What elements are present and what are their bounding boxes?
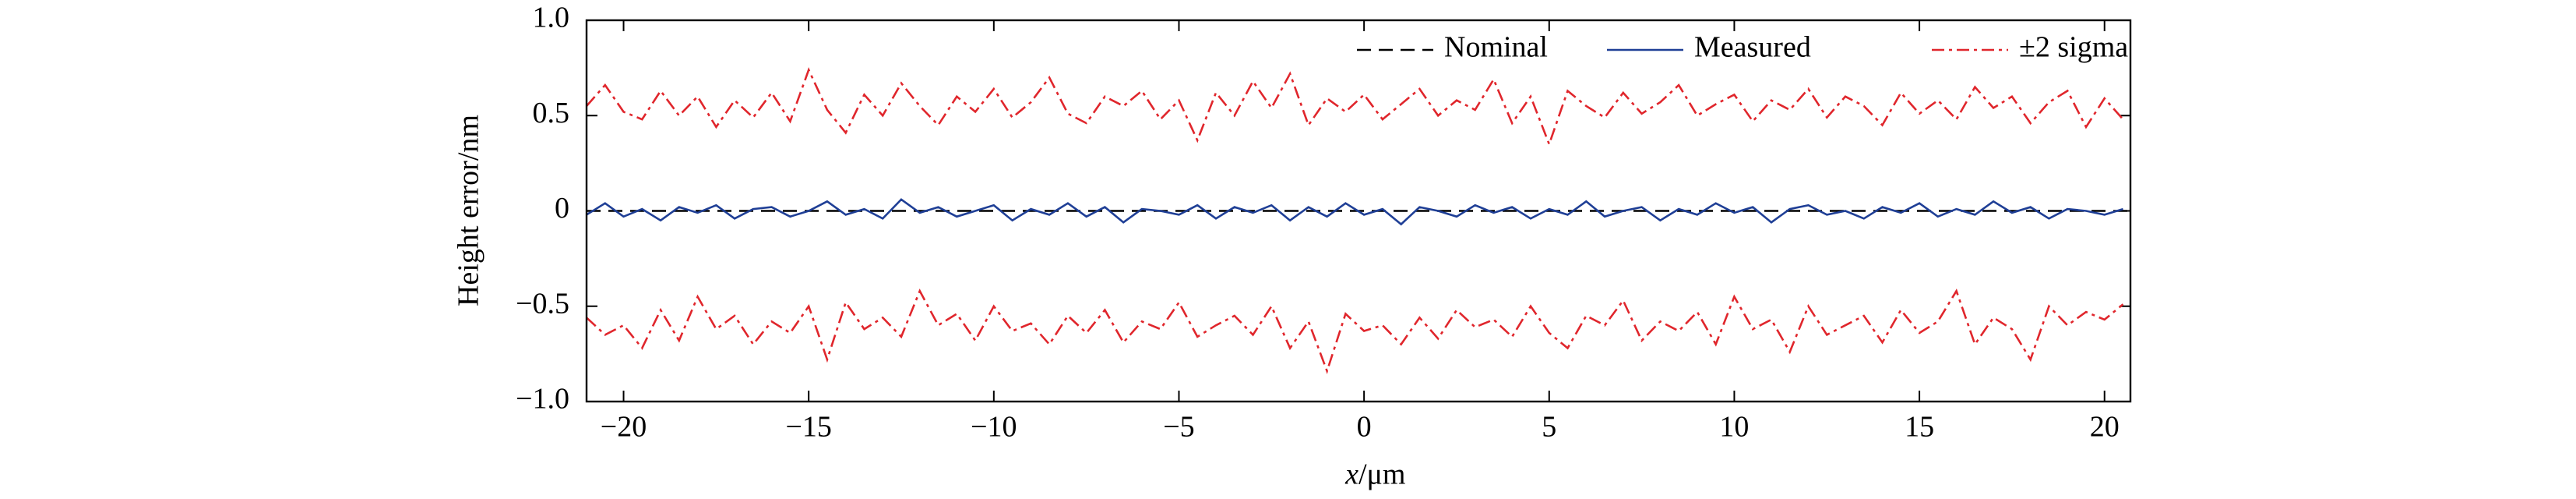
x-tick-label: 5: [1542, 411, 1556, 444]
series-line: [586, 198, 2123, 226]
x-tick-label: 0: [1357, 411, 1372, 444]
legend-label: Measured: [1694, 31, 1811, 64]
y-tick-label: 0: [555, 192, 569, 225]
x-tick-label: 10: [1719, 411, 1749, 444]
y-tick-label: −0.5: [516, 287, 569, 320]
legend-label: ±2 sigma: [2019, 31, 2128, 64]
y-tick-label: 0.5: [533, 97, 570, 129]
x-tick-label: −10: [971, 411, 1017, 444]
x-axis-label-unit: /μm: [1358, 458, 1406, 491]
y-axis-label: Height error/nm: [453, 115, 485, 306]
x-tick-label: 15: [1905, 411, 1934, 444]
plot-frame: [585, 19, 2132, 403]
y-tick-label: −1.0: [516, 383, 569, 416]
x-tick-label: −5: [1163, 411, 1194, 444]
y-tick-label: 1.0: [533, 2, 570, 34]
series-line: [586, 67, 2124, 147]
legend-label: Nominal: [1444, 31, 1548, 64]
x-tick-label: −20: [601, 411, 647, 444]
series-line-lower: [586, 288, 2124, 374]
x-tick-label: −15: [785, 411, 831, 444]
x-tick-label: 20: [2090, 411, 2120, 444]
x-axis-label-var: x: [1344, 458, 1358, 491]
